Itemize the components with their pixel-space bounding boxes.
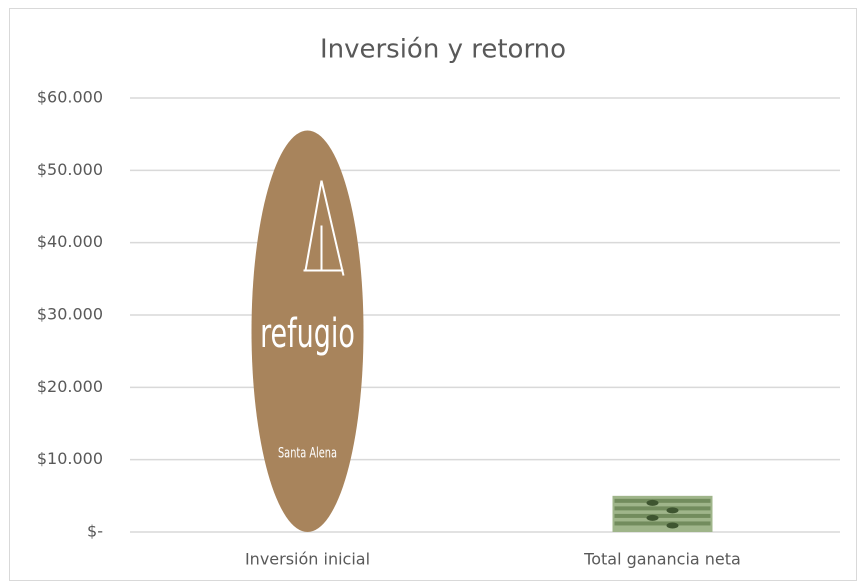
chart-frame — [9, 8, 857, 581]
bill-band — [614, 513, 711, 518]
bill-portrait — [666, 522, 679, 529]
y-tick-label: $50.000 — [37, 160, 103, 179]
bar — [251, 130, 364, 532]
bar-logo: refugio Santa Alena — [260, 180, 355, 461]
y-tick-label: $- — [87, 522, 103, 541]
bill-band — [614, 498, 711, 503]
bill-band — [614, 521, 711, 526]
bill-portrait — [666, 507, 679, 514]
chart-title: Inversión y retorno — [320, 35, 566, 65]
y-tick-label: $40.000 — [37, 232, 103, 251]
y-tick-label: $60.000 — [37, 88, 103, 107]
x-tick-label: Total ganancia neta — [583, 550, 741, 569]
y-tick-label: $30.000 — [37, 305, 103, 324]
logo-subtext: Santa Alena — [278, 445, 337, 461]
logo-tent — [303, 180, 345, 276]
bill-band — [614, 506, 711, 511]
logo-text: refugio — [260, 311, 355, 357]
bill-portrait — [646, 514, 659, 521]
x-tick-label: Inversión inicial — [245, 550, 370, 569]
y-tick-label: $10.000 — [37, 449, 103, 468]
bill-portrait — [646, 499, 659, 506]
y-tick-label: $20.000 — [37, 377, 103, 396]
